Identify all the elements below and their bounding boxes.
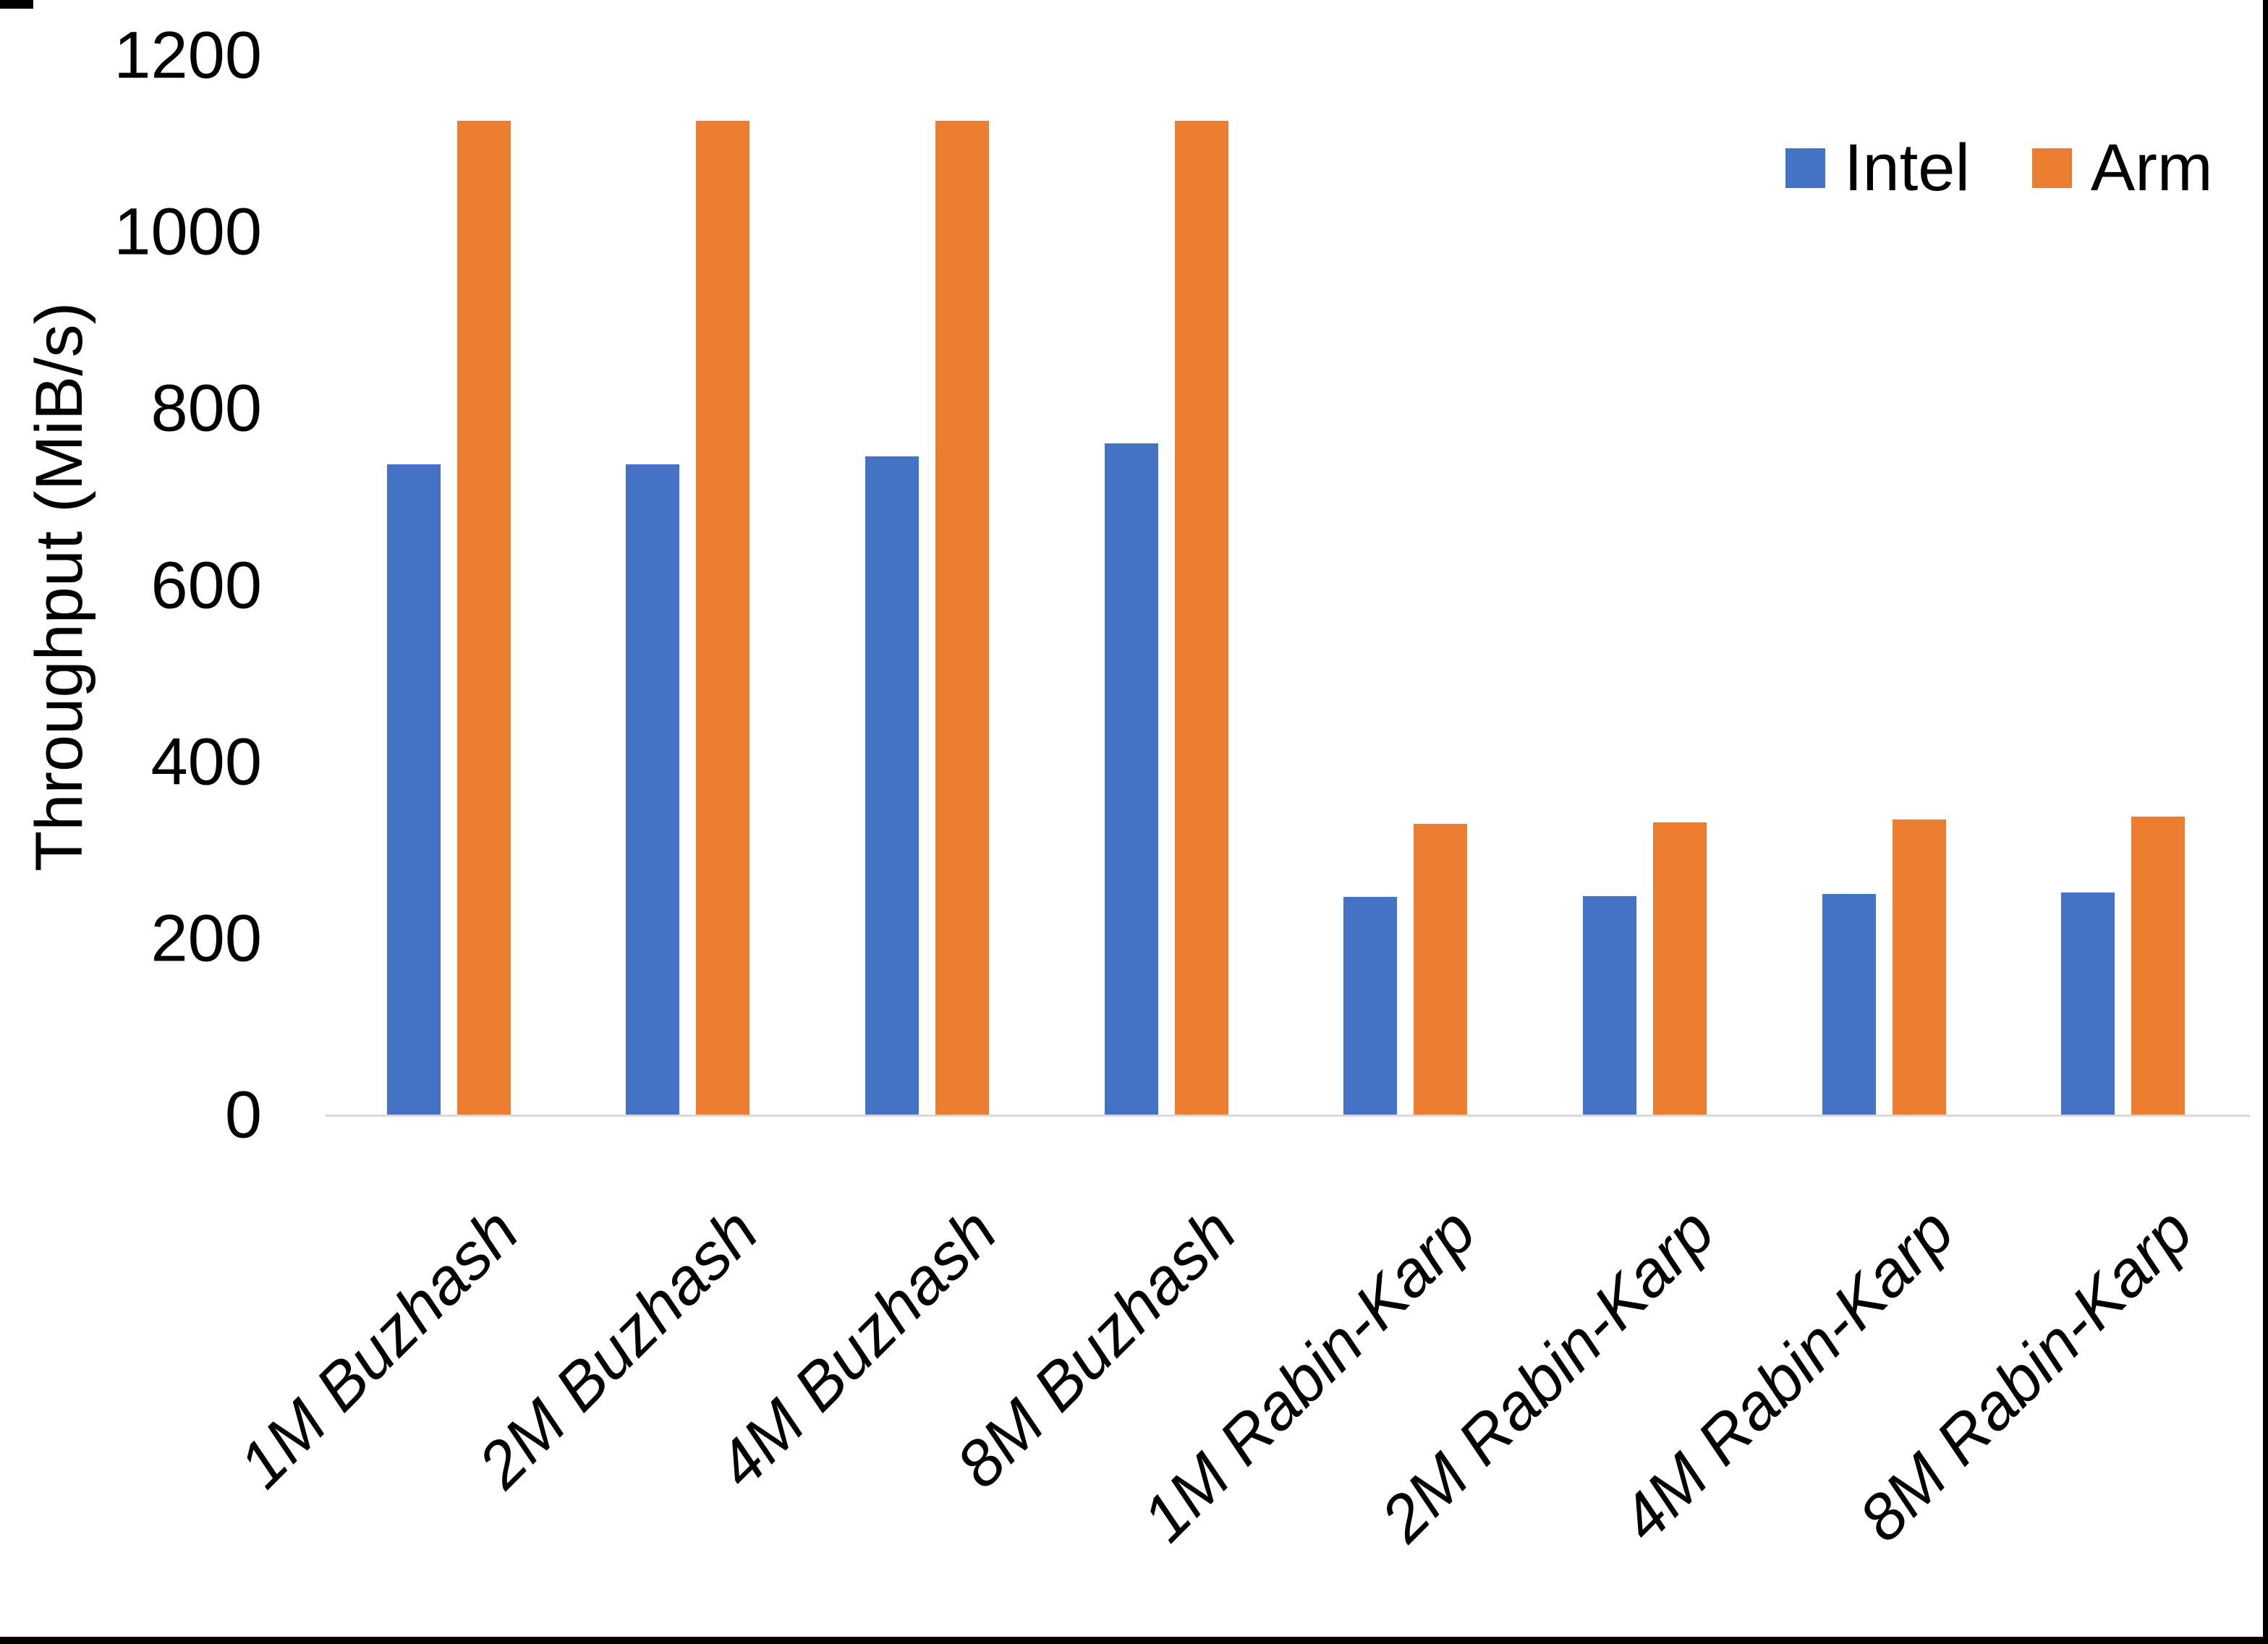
bar-group-2m-buzhash bbox=[569, 56, 808, 1115]
top-left-edge-artifact bbox=[0, 0, 33, 9]
plot-area bbox=[329, 56, 2243, 1115]
legend-label-intel: Intel bbox=[1844, 131, 1970, 205]
bottom-edge-artifact bbox=[0, 1637, 2268, 1644]
bar-group-1m-buzhash bbox=[329, 56, 569, 1115]
bar-arm-1m-rabin-karp bbox=[1414, 824, 1468, 1115]
bar-intel-8m-rabin-karp bbox=[2061, 893, 2115, 1115]
bar-arm-4m-rabin-karp bbox=[1892, 819, 1946, 1115]
y-tick-label-200: 200 bbox=[150, 901, 263, 976]
bar-intel-2m-rabin-karp bbox=[1582, 896, 1636, 1115]
y-tick-label-1200: 1200 bbox=[114, 18, 262, 93]
bar-arm-4m-buzhash bbox=[935, 121, 990, 1115]
y-tick-label-0: 0 bbox=[224, 1078, 262, 1152]
legend: Intel Arm bbox=[1785, 130, 2213, 206]
legend-swatch-intel bbox=[1785, 148, 1825, 188]
bar-group-4m-rabin-karp bbox=[1764, 56, 2004, 1115]
y-tick-label-600: 600 bbox=[150, 548, 263, 622]
bar-intel-2m-buzhash bbox=[626, 464, 680, 1115]
bar-intel-8m-buzhash bbox=[1104, 443, 1158, 1115]
bar-arm-2m-buzhash bbox=[696, 121, 750, 1115]
y-tick-label-1000: 1000 bbox=[114, 195, 262, 269]
y-tick-label-400: 400 bbox=[150, 725, 263, 799]
bar-arm-8m-buzhash bbox=[1174, 121, 1228, 1115]
bar-group-2m-rabin-karp bbox=[1525, 56, 1764, 1115]
bar-intel-1m-rabin-karp bbox=[1343, 897, 1398, 1115]
bar-arm-8m-rabin-karp bbox=[2131, 817, 2186, 1115]
y-axis-tick-labels: 1200 1000 800 600 400 200 0 bbox=[0, 0, 262, 1644]
bar-group-8m-buzhash bbox=[1047, 56, 1286, 1115]
bar-intel-4m-buzhash bbox=[865, 456, 919, 1115]
bar-arm-2m-rabin-karp bbox=[1652, 822, 1707, 1115]
bar-group-8m-rabin-karp bbox=[2003, 56, 2243, 1115]
right-edge-artifact bbox=[2263, 0, 2268, 1644]
legend-item-arm: Arm bbox=[2031, 130, 2213, 206]
legend-swatch-arm bbox=[2031, 148, 2072, 188]
bar-group-4m-buzhash bbox=[807, 56, 1047, 1115]
legend-item-intel: Intel bbox=[1785, 130, 1970, 206]
bar-arm-1m-buzhash bbox=[456, 121, 511, 1115]
y-tick-label-800: 800 bbox=[150, 371, 263, 446]
legend-label-arm: Arm bbox=[2090, 131, 2213, 205]
bar-group-1m-rabin-karp bbox=[1286, 56, 1526, 1115]
x-axis-line bbox=[326, 1115, 2250, 1117]
bar-intel-4m-rabin-karp bbox=[1822, 893, 1876, 1115]
bar-intel-1m-buzhash bbox=[386, 464, 441, 1115]
